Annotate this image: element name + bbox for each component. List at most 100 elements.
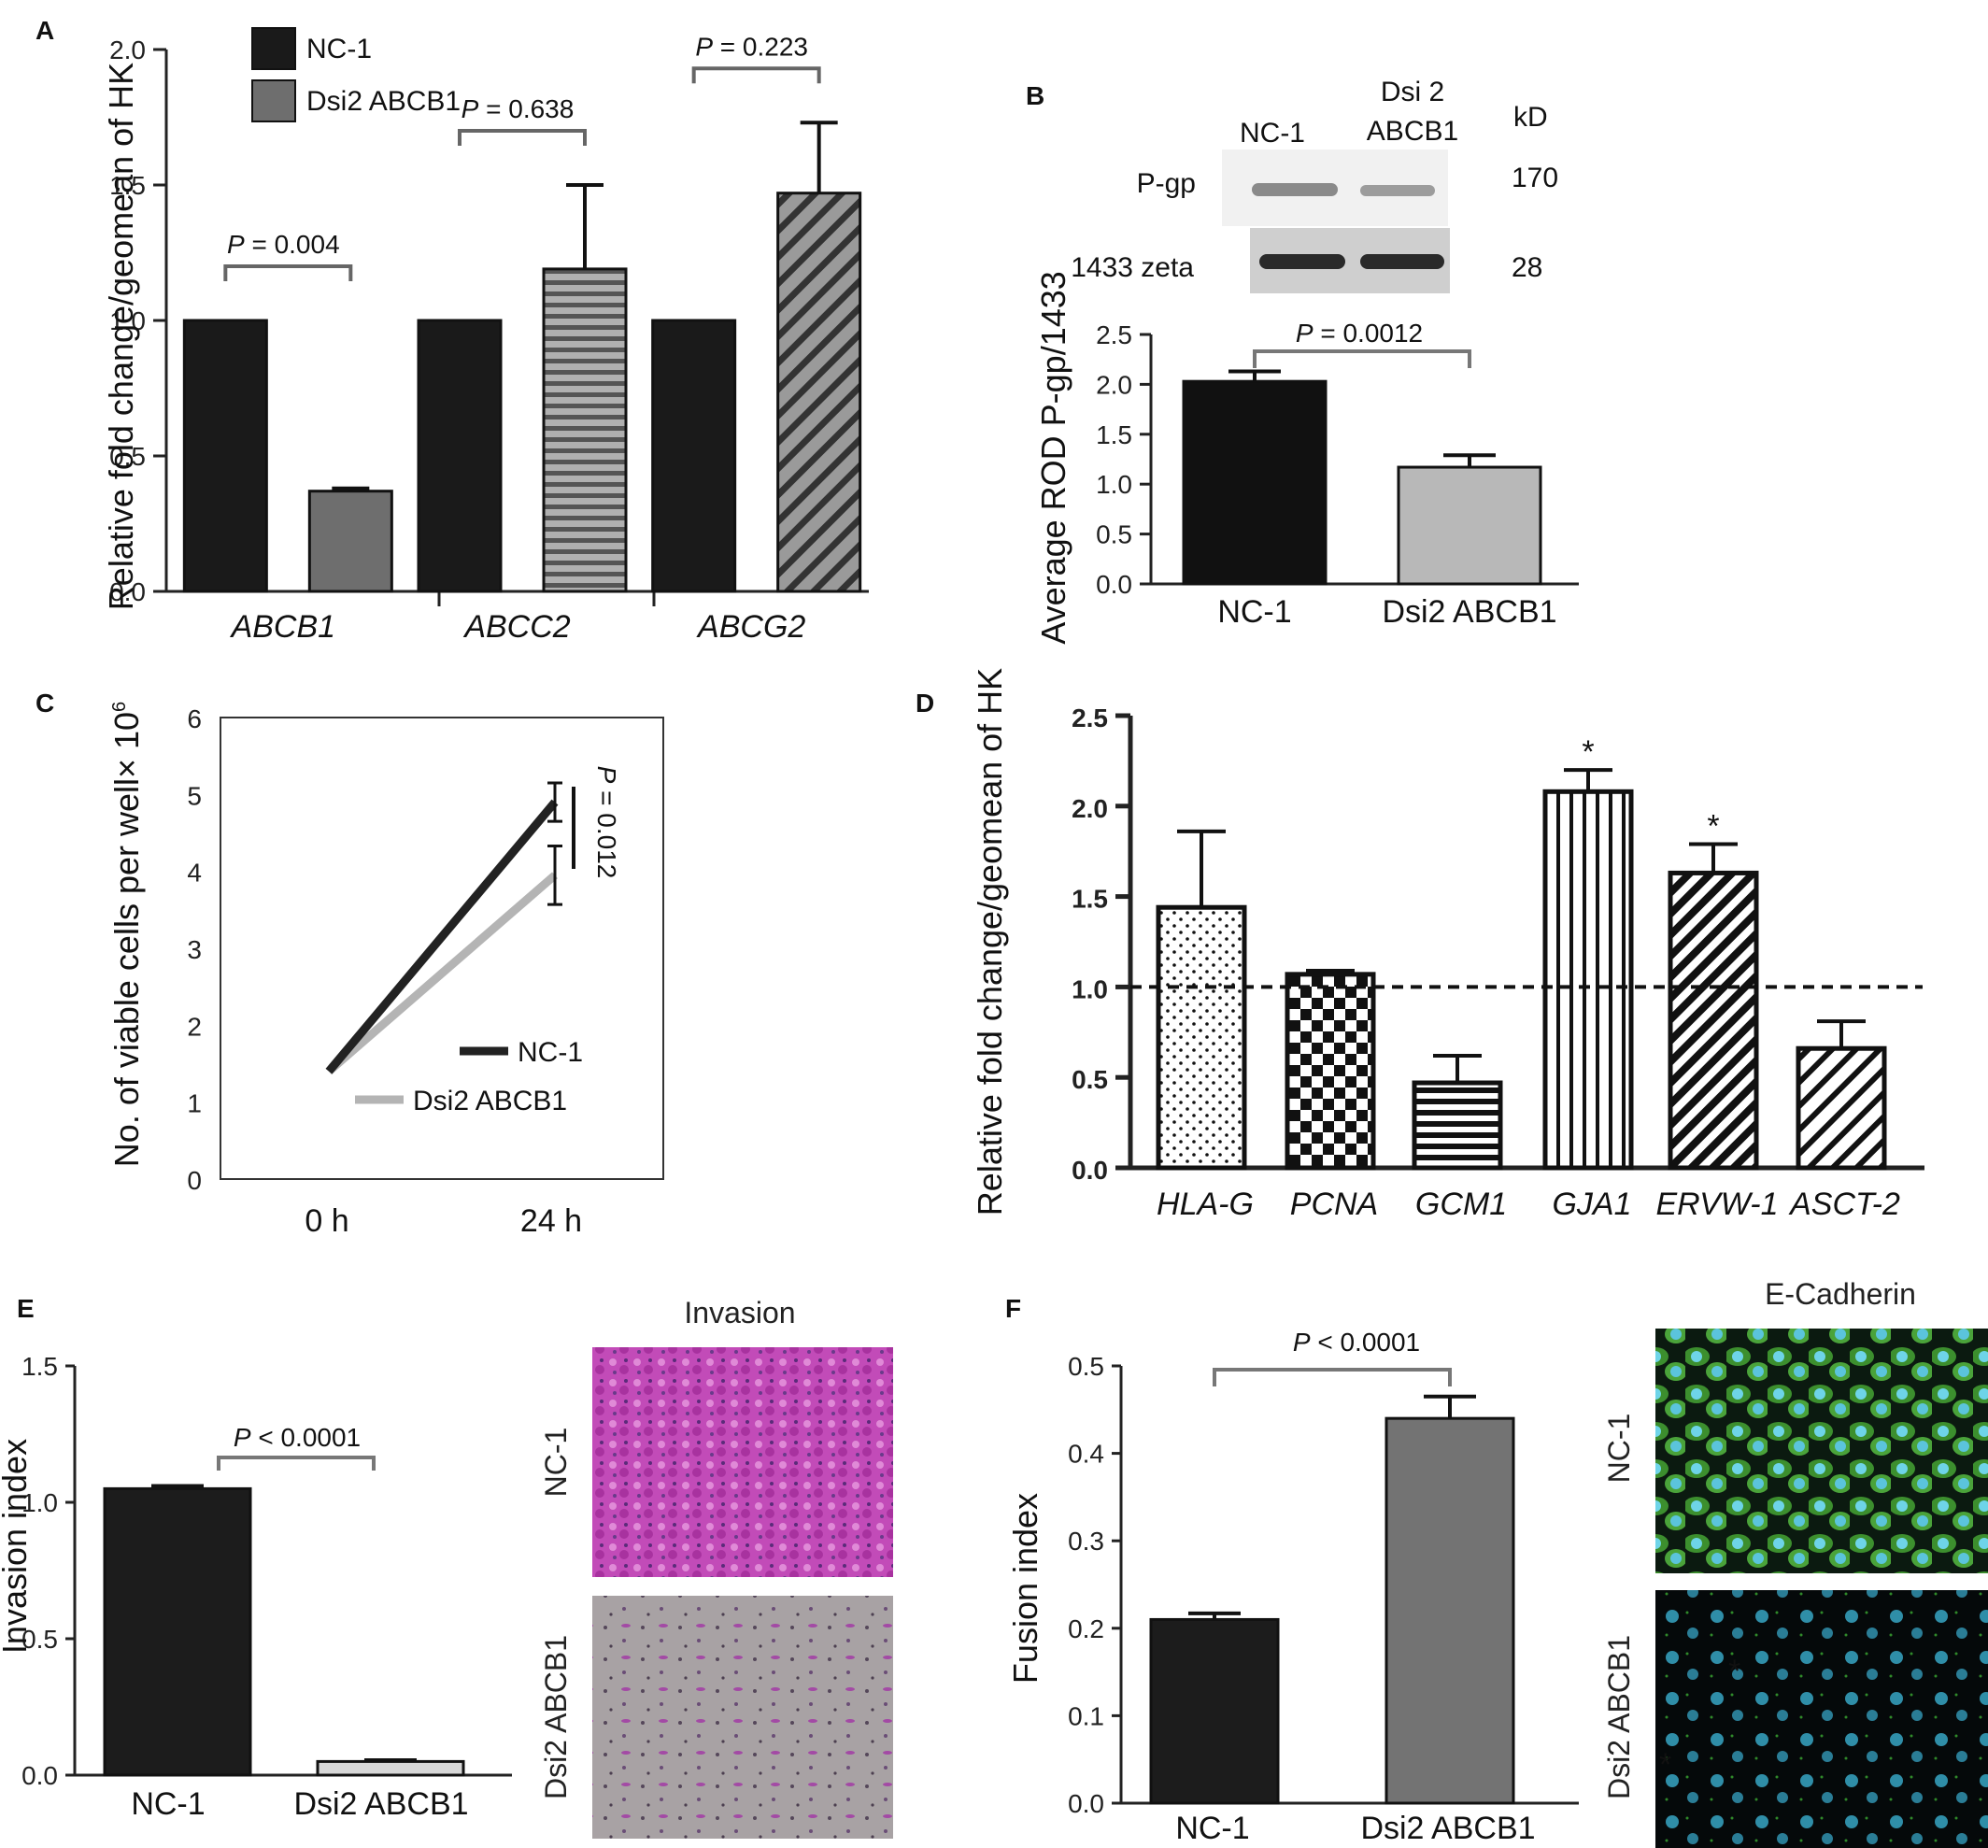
a-legend-label: Dsi2 ABCB1 xyxy=(306,86,461,117)
panel-label-d: D xyxy=(916,689,934,718)
d-y-title: Relative fold change/geomean of HK xyxy=(971,668,1009,1215)
b-error-bar xyxy=(1228,369,1281,382)
a-y-axis-tick-label: 0.0 xyxy=(109,577,146,606)
c-p-value: P = 0.012 xyxy=(592,766,621,879)
a-p-bracket xyxy=(223,264,353,281)
c-y-tick-label: 4 xyxy=(187,859,202,888)
a-bar-nc-1 xyxy=(417,319,503,593)
d-bar-gcm1 xyxy=(1412,1080,1503,1171)
e-category-label: NC-1 xyxy=(131,1786,205,1822)
a-bar-dsi2-abcb1 xyxy=(776,192,862,593)
b-y-axis-tick-label: 1.0 xyxy=(1096,470,1132,499)
e-y-axis-tick-label: 1.5 xyxy=(21,1352,58,1381)
d-error-bar xyxy=(1817,1019,1866,1049)
f-asterisk-marker: * xyxy=(1659,1747,1671,1783)
panel-label-b: B xyxy=(1026,81,1044,110)
a-bar-dsi2-abcb1 xyxy=(542,267,628,593)
b-blot-row-label: 1433 zeta xyxy=(1071,252,1194,283)
b-lane-label: NC-1 xyxy=(1240,118,1305,149)
panel-e: E 0.0 0.5 1.0 1.5 Invasion index NC-1 Dsi2 ABCB… xyxy=(0,1294,893,1839)
a-error-bar xyxy=(800,121,838,193)
c-y-title: No. of viable cells per well× 106 xyxy=(107,702,146,1167)
e-micrograph-dsi2 xyxy=(592,1596,893,1839)
b-lane-label: ABCB1 xyxy=(1367,116,1458,147)
f-bar xyxy=(1384,1416,1515,1805)
a-category-label: ABCG2 xyxy=(696,609,805,645)
c-y-tick-label: 3 xyxy=(187,935,202,964)
e-y-axis-tick-label: 1.0 xyxy=(21,1488,58,1517)
c-y-tick-label: 1 xyxy=(187,1089,202,1118)
c-y-tick-label: 5 xyxy=(187,781,202,810)
b-y-axis-tick-label: 1.5 xyxy=(1096,420,1132,449)
b-blot-kd: 170 xyxy=(1512,163,1558,193)
f-y-axis-tick-label: 0.2 xyxy=(1068,1614,1104,1643)
d-bar-pcna xyxy=(1285,972,1376,1171)
panel-f: F 0.0 0.1 0.2 0.3 0.4 0.5 Fusion index NC-1 Dsi2 … xyxy=(1005,1277,1988,1848)
f-micrograph-dsi2 xyxy=(1655,1590,1988,1848)
b-y-axis-tick-label: 0.5 xyxy=(1096,520,1132,549)
a-y-axis-tick-label: 0.5 xyxy=(109,442,146,471)
a-p-value: P = 0.004 xyxy=(227,230,340,259)
b-bar xyxy=(1182,379,1328,586)
e-image-label: NC-1 xyxy=(539,1428,573,1498)
a-error-bar xyxy=(332,486,370,491)
d-error-bar xyxy=(1177,829,1226,908)
a-legend-label: NC-1 xyxy=(306,34,372,64)
f-asterisk-marker: * xyxy=(1728,1654,1740,1689)
c-error-bar xyxy=(547,781,562,823)
e-error-bar xyxy=(151,1484,204,1489)
a-p-value: P = 0.223 xyxy=(695,32,808,61)
panel-label-f: F xyxy=(1005,1294,1021,1323)
f-y-axis-tick-label: 0.4 xyxy=(1068,1440,1104,1469)
f-p-bracket xyxy=(1213,1368,1452,1386)
d-error-bar xyxy=(1689,842,1738,874)
panel-b: B NC-1 Dsi 2 ABCB1 kD P-gp 170 1433 zeta 28 0.0 0.… xyxy=(1026,77,1579,645)
c-x-tick-label: 24 h xyxy=(520,1203,582,1239)
panel-label-e: E xyxy=(17,1294,35,1323)
d-category-label: ASCT-2 xyxy=(1788,1187,1900,1222)
c-error-bar xyxy=(547,844,562,906)
c-legend-label: NC-1 xyxy=(518,1037,583,1068)
a-bar-nc-1 xyxy=(182,319,268,593)
f-micrograph-nc1 xyxy=(1655,1329,1988,1573)
e-image-title: Invasion xyxy=(684,1296,795,1329)
d-category-label: GJA1 xyxy=(1552,1187,1631,1222)
e-micrograph-nc1 xyxy=(592,1347,893,1577)
f-y-axis-tick-label: 0.3 xyxy=(1068,1527,1104,1556)
e-error-bar xyxy=(364,1757,417,1762)
a-category-label: ABCC2 xyxy=(462,609,570,645)
b-category-label: NC-1 xyxy=(1217,594,1291,630)
f-error-bar xyxy=(1188,1611,1241,1620)
a-legend-swatch xyxy=(251,79,296,122)
f-error-bar xyxy=(1424,1394,1476,1419)
a-p-bracket xyxy=(458,129,587,146)
e-p-bracket xyxy=(217,1456,376,1471)
panel-label-c: C xyxy=(36,689,54,718)
f-category-label: Dsi2 ABCB1 xyxy=(1360,1811,1535,1846)
f-y-axis-tick-label: 0.5 xyxy=(1068,1352,1104,1381)
b-p-value: P = 0.0012 xyxy=(1296,319,1423,348)
e-bar xyxy=(103,1486,252,1777)
c-y-tick-label: 2 xyxy=(187,1012,202,1041)
b-category-label: Dsi2 ABCB1 xyxy=(1382,594,1556,630)
d-significance-marker: * xyxy=(1707,808,1719,844)
d-y-tick-label: 1.0 xyxy=(1072,974,1108,1003)
d-category-label: PCNA xyxy=(1290,1187,1378,1222)
c-y-tick-label: 6 xyxy=(187,704,202,733)
panel-d: D 0.0 0.5 1.0 1.5 2.0 2.5 Relative fold change/… xyxy=(916,668,1924,1222)
f-y-axis-tick-label: 0.0 xyxy=(1068,1789,1104,1818)
f-y-axis-tick-label: 0.1 xyxy=(1068,1701,1104,1730)
c-line-nc-1 xyxy=(325,799,559,1074)
b-kd-unit: kD xyxy=(1513,102,1548,133)
b-y-axis-tick-label: 2.0 xyxy=(1096,370,1132,399)
b-blot-band xyxy=(1259,254,1345,269)
e-bar xyxy=(316,1759,465,1777)
c-plot-frame xyxy=(220,717,664,1180)
d-error-bar xyxy=(1306,968,1355,974)
b-blot-row-label: P-gp xyxy=(1137,168,1196,199)
a-category-label: ABCB1 xyxy=(230,609,336,645)
b-p-bracket xyxy=(1253,349,1471,368)
d-category-label: HLA-G xyxy=(1157,1187,1254,1222)
a-y-axis-tick-label: 1.0 xyxy=(109,306,146,335)
